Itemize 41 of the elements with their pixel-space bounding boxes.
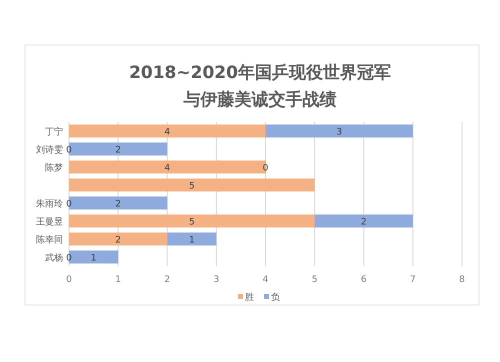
x-tick-label: 4: [262, 275, 269, 285]
data-label: 2: [115, 200, 121, 210]
data-label: 5: [188, 182, 195, 192]
y-tick-label: 陈梦: [45, 162, 63, 174]
x-tick-label: 1: [115, 275, 121, 285]
data-label: 1: [188, 236, 195, 246]
x-tick-label: 8: [459, 275, 466, 285]
data-label: 0: [262, 164, 269, 174]
x-tick-label: 0: [66, 275, 72, 285]
y-tick-label: 丁宁: [45, 126, 63, 138]
x-tick-label: 5: [312, 275, 318, 285]
legend-label: 负: [271, 292, 280, 303]
y-tick-label: 陈幸同: [36, 234, 63, 246]
y-tick-label: 刘诗雯: [36, 144, 63, 156]
bar: [69, 178, 315, 192]
x-tick-label: 2: [164, 275, 170, 285]
bar: [314, 214, 413, 228]
data-label: 0: [66, 200, 72, 210]
chart-title: 2018~2020年国乒现役世界冠军与伊藤美诚交手战绩: [129, 63, 391, 110]
data-label: 4: [164, 128, 170, 138]
data-label: 2: [115, 236, 121, 246]
bar: [69, 232, 168, 246]
data-label: 3: [336, 128, 342, 138]
data-label: 2: [115, 146, 121, 156]
x-tick-label: 6: [360, 275, 367, 285]
data-label: 0: [66, 254, 72, 264]
legend-label: 胜: [245, 292, 254, 303]
y-tick-label: 武杨: [45, 252, 63, 264]
y-tick-label: 王曼昱: [36, 216, 63, 228]
data-label: 0: [66, 146, 72, 156]
data-label: 4: [164, 164, 170, 174]
bar: [69, 124, 266, 138]
data-label: 5: [188, 218, 195, 228]
bar: [167, 232, 216, 246]
data-label: 2: [360, 218, 367, 228]
bar: [69, 214, 315, 228]
x-tick-label: 7: [410, 275, 416, 285]
x-tick-label: 3: [214, 275, 220, 285]
y-tick-label: 朱雨玲: [36, 198, 63, 210]
data-label: 1: [90, 254, 96, 264]
bar: [266, 124, 413, 138]
